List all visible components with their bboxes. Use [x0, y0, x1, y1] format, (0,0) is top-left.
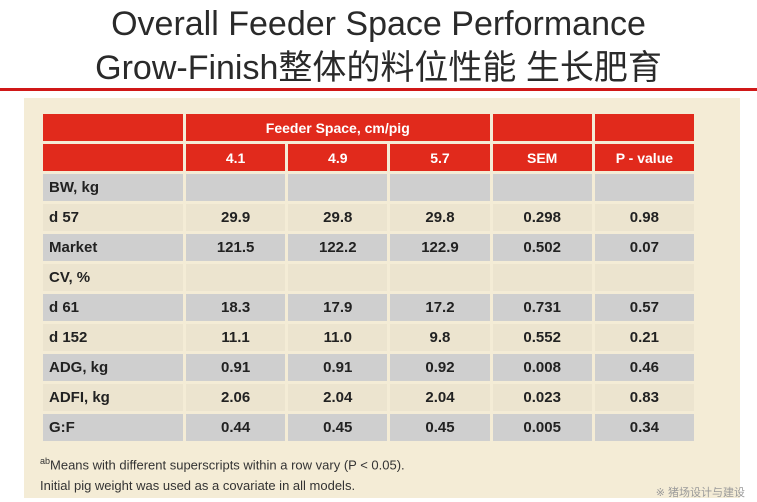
footnote-superscript: ab [40, 456, 51, 466]
table-cell: 122.2 [288, 234, 388, 261]
table-cell [390, 264, 490, 291]
table-cell [594, 264, 694, 291]
group-header-row: Feeder Space, cm/pig [43, 114, 694, 141]
table-cell: 0.07 [594, 234, 694, 261]
table-row: d 61 18.3 17.9 17.2 0.731 0.57 [43, 294, 694, 321]
table-cell: 29.9 [186, 204, 286, 231]
table-cell: 11.1 [186, 324, 286, 351]
table-cell: 2.06 [186, 384, 286, 411]
table-cell: 17.9 [288, 294, 388, 321]
footnote-significance-text: Means with different superscripts within… [50, 457, 405, 473]
table-cell: 0.008 [492, 354, 592, 381]
table-cell [186, 174, 286, 201]
table-row: G:F 0.44 0.45 0.45 0.005 0.34 [43, 414, 694, 441]
table-row: ADFI, kg 2.06 2.04 2.04 0.023 0.83 [43, 384, 694, 411]
slide-title: Overall Feeder Space Performance [111, 5, 646, 43]
table-cell: 0.91 [288, 354, 388, 381]
table-cell: 0.98 [594, 204, 694, 231]
performance-table: Feeder Space, cm/pig 4.1 4.9 5.7 SEM P -… [40, 111, 697, 444]
table-cell: 0.46 [594, 354, 694, 381]
column-header: 5.7 [390, 144, 490, 171]
table-cell: 17.2 [390, 294, 490, 321]
row-label: Market [43, 234, 183, 261]
table-cell: 0.298 [492, 204, 592, 231]
row-label: CV, % [43, 264, 183, 291]
table-cell: 2.04 [390, 384, 490, 411]
table-row: d 152 11.1 11.0 9.8 0.552 0.21 [43, 324, 694, 351]
table-cell: 29.8 [390, 204, 490, 231]
footnote-significance: abMeans with different superscripts with… [40, 456, 405, 472]
row-label: d 57 [43, 204, 183, 231]
table-cell: 0.502 [492, 234, 592, 261]
table-cell [594, 174, 694, 201]
feeder-space-header: Feeder Space, cm/pig [186, 114, 490, 141]
table-cell: 0.45 [288, 414, 388, 441]
row-label: d 152 [43, 324, 183, 351]
title-underline [0, 88, 757, 91]
watermark: ※ 猪场设计与建设 [655, 487, 745, 499]
header-blank-cell [43, 144, 183, 171]
header-blank-cell [594, 114, 694, 141]
table-cell: 0.44 [186, 414, 286, 441]
table-cell [288, 174, 388, 201]
row-label: ADG, kg [43, 354, 183, 381]
row-label: BW, kg [43, 174, 183, 201]
table-cell: 0.83 [594, 384, 694, 411]
row-label: G:F [43, 414, 183, 441]
header-blank-cell [43, 114, 183, 141]
table-cell: 121.5 [186, 234, 286, 261]
column-header: SEM [492, 144, 592, 171]
table-cell: 0.552 [492, 324, 592, 351]
header-blank-cell [492, 114, 592, 141]
table-cell: 122.9 [390, 234, 490, 261]
column-header: P - value [594, 144, 694, 171]
table-cell: 2.04 [288, 384, 388, 411]
table-row: BW, kg [43, 174, 694, 201]
table-cell: 0.21 [594, 324, 694, 351]
table-cell [492, 174, 592, 201]
slide-subtitle: Grow-Finish整体的料位性能 生长肥育 [95, 49, 662, 87]
table-cell [492, 264, 592, 291]
column-header: 4.1 [186, 144, 286, 171]
table-row: d 57 29.9 29.8 29.8 0.298 0.98 [43, 204, 694, 231]
row-label: ADFI, kg [43, 384, 183, 411]
table-cell: 0.023 [492, 384, 592, 411]
table-cell: 18.3 [186, 294, 286, 321]
column-header: 4.9 [288, 144, 388, 171]
table-cell: 11.0 [288, 324, 388, 351]
table-cell [186, 264, 286, 291]
table-cell: 0.34 [594, 414, 694, 441]
table-row: ADG, kg 0.91 0.91 0.92 0.008 0.46 [43, 354, 694, 381]
table-cell: 0.731 [492, 294, 592, 321]
table-cell: 0.92 [390, 354, 490, 381]
table-cell [390, 174, 490, 201]
table-cell: 0.005 [492, 414, 592, 441]
table-row: CV, % [43, 264, 694, 291]
table-row: Market 121.5 122.2 122.9 0.502 0.07 [43, 234, 694, 261]
table-cell: 0.91 [186, 354, 286, 381]
footnote-covariate: Initial pig weight was used as a covaria… [40, 478, 356, 493]
table-cell: 29.8 [288, 204, 388, 231]
column-header-row: 4.1 4.9 5.7 SEM P - value [43, 144, 694, 171]
table-cell: 0.45 [390, 414, 490, 441]
row-label: d 61 [43, 294, 183, 321]
table-cell: 0.57 [594, 294, 694, 321]
table-cell: 9.8 [390, 324, 490, 351]
table-cell [288, 264, 388, 291]
